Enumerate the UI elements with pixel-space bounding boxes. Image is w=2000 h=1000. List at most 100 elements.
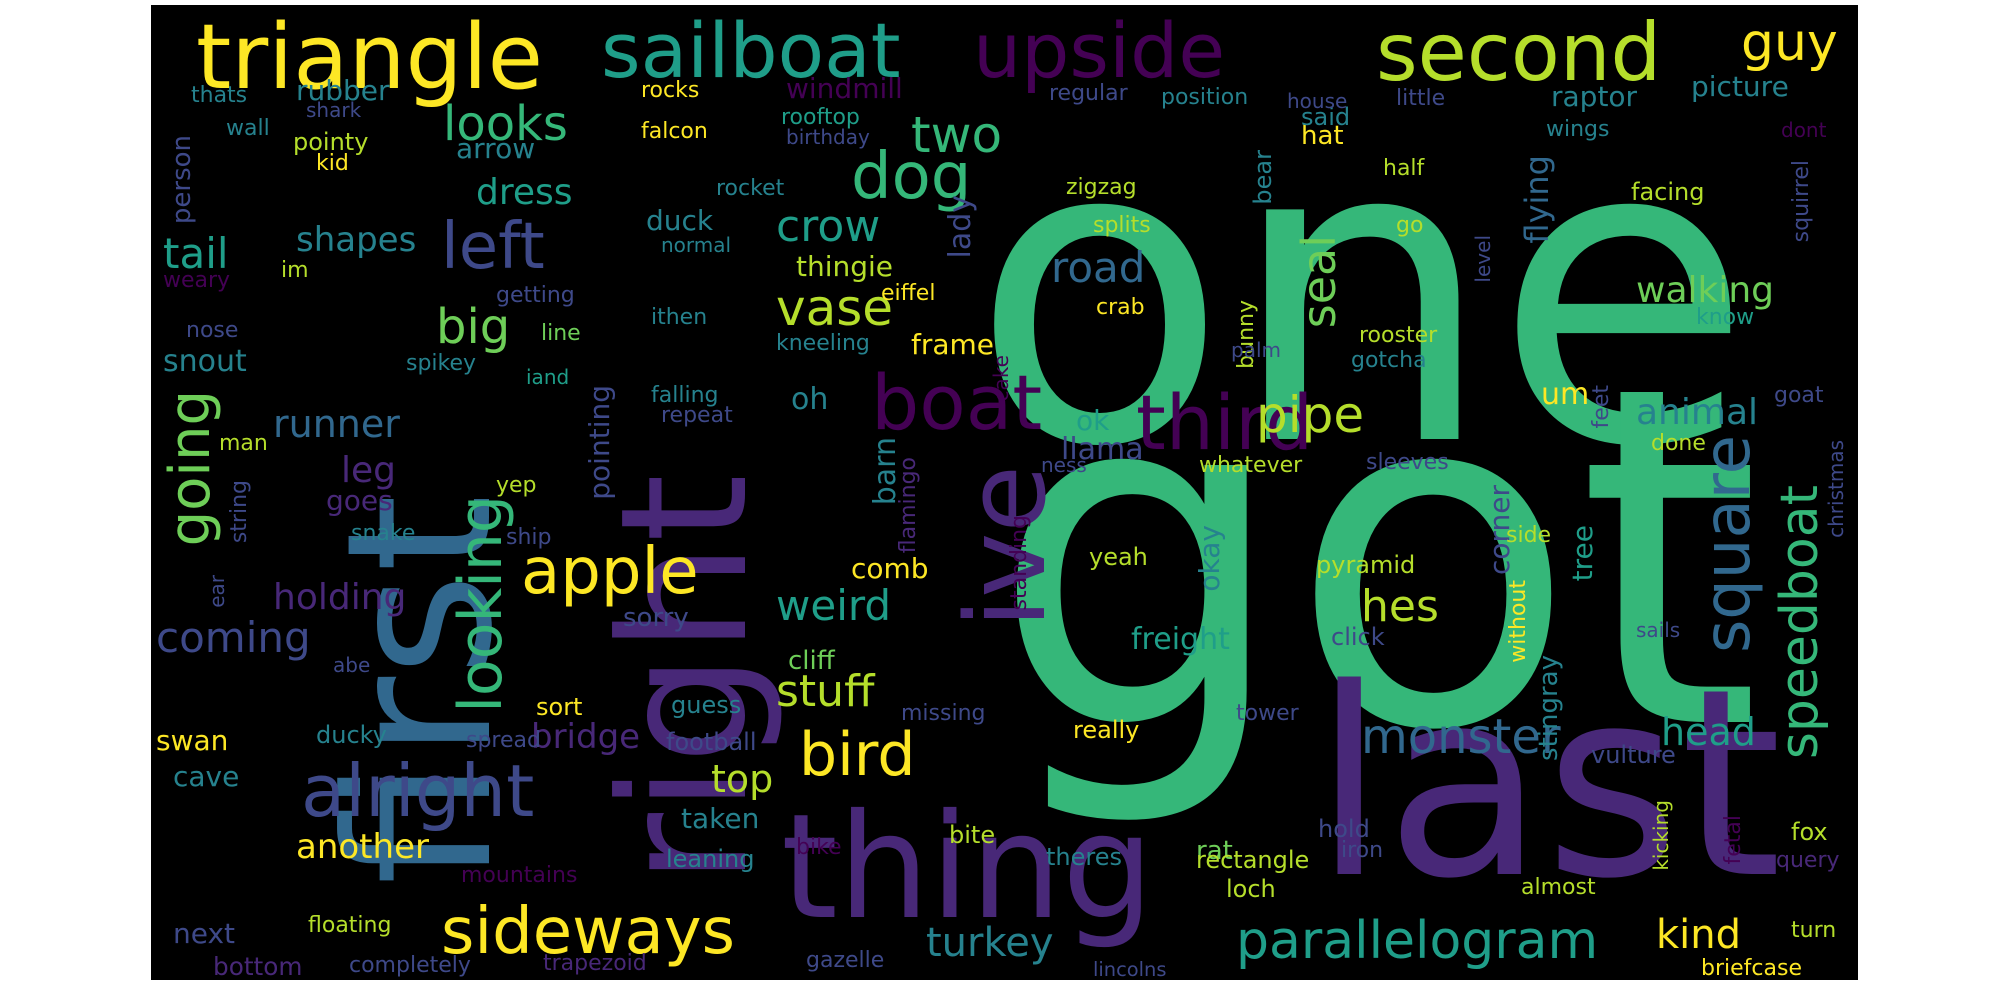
word: level [1471, 235, 1495, 283]
word: oh [791, 382, 829, 417]
word: um [1541, 377, 1590, 412]
word: dont [1781, 118, 1827, 142]
word: frame [911, 328, 995, 361]
word: shapes [296, 220, 417, 260]
word: left [441, 210, 545, 284]
word: parallelogram [1236, 911, 1599, 971]
word: speedboat [1770, 485, 1830, 760]
word: abe [333, 653, 371, 677]
word: freight [1131, 622, 1230, 657]
word: line [541, 321, 581, 346]
word: crow [776, 201, 881, 252]
word: spread [466, 728, 541, 753]
word: ship [506, 525, 552, 550]
word: sort [536, 693, 583, 721]
word: snout [163, 344, 247, 379]
word: eiffel [881, 281, 936, 306]
word: ear [205, 575, 229, 608]
word: normal [661, 233, 732, 257]
word: football [666, 728, 757, 756]
word: another [296, 827, 429, 867]
word: ducky [316, 721, 387, 749]
word: birthday [786, 125, 870, 149]
word: ithen [651, 305, 708, 330]
word: string [227, 480, 252, 544]
word: third [1136, 378, 1314, 467]
word: squirrel [1789, 160, 1814, 243]
word: tail [163, 229, 229, 278]
word: briefcase [1701, 956, 1802, 980]
word: hes [1361, 581, 1439, 632]
word: really [1073, 716, 1140, 744]
word: said [1301, 103, 1351, 131]
word: vase [776, 279, 894, 337]
word: bike [796, 835, 842, 860]
word: goes [326, 484, 393, 517]
word: rocket [716, 176, 785, 201]
word: feet [1589, 385, 1614, 429]
word: vulture [1591, 741, 1676, 769]
word: raptor [1551, 80, 1638, 113]
word: turn [1791, 918, 1837, 943]
word: looks [443, 96, 568, 152]
word: wall [226, 116, 270, 141]
word: go [1396, 213, 1424, 238]
word: without [1506, 580, 1531, 663]
word: thingie [796, 250, 894, 283]
word: thats [191, 83, 248, 108]
word: trapezoid [543, 951, 647, 976]
word: rectangle [1196, 846, 1310, 874]
word: shark [306, 98, 362, 122]
word: boat [871, 358, 1043, 447]
word: pointy [293, 128, 369, 156]
word: pipe [1256, 386, 1365, 444]
word: sleeves [1366, 450, 1449, 475]
word: nose [186, 318, 239, 343]
word: dress [476, 172, 573, 213]
word: hat [1301, 121, 1344, 151]
word: coming [156, 613, 311, 662]
word: floating [308, 913, 392, 938]
word: facing [1631, 178, 1705, 206]
word: yeah [1089, 543, 1148, 571]
word: swan [156, 724, 229, 757]
word: position [1161, 85, 1249, 110]
word: iron [1341, 838, 1384, 863]
word: im [281, 258, 309, 283]
word: thing [781, 783, 1154, 952]
word: weary [163, 268, 231, 293]
word: bridge [531, 717, 641, 757]
word: rubber [296, 74, 390, 107]
word: pointing [583, 385, 616, 500]
word: query [1776, 848, 1840, 873]
word: loch [1226, 875, 1276, 903]
word: kind [1656, 912, 1742, 958]
word: cake [989, 355, 1013, 402]
word: kid [316, 151, 349, 176]
word: regular [1049, 81, 1128, 106]
word: theres [1046, 843, 1122, 871]
word: top [711, 757, 774, 801]
word: tree [1566, 525, 1599, 582]
word: know [1696, 305, 1755, 330]
word: road [1051, 243, 1146, 292]
word: house [1287, 89, 1348, 113]
word: stuff [776, 666, 875, 717]
word: big [436, 299, 511, 355]
word: bottom [213, 952, 303, 980]
word: gazelle [806, 948, 885, 973]
word: stingray [1534, 655, 1564, 761]
word: gotcha [1351, 348, 1427, 373]
word: flamingo [896, 457, 921, 554]
word: next [173, 917, 236, 950]
word: animal [1636, 392, 1759, 433]
word: two [911, 106, 1003, 164]
word: sails [1636, 618, 1681, 642]
word: triangle [196, 5, 543, 110]
word: holding [273, 577, 407, 618]
word: crab [1096, 295, 1145, 320]
word: picture [1691, 70, 1789, 103]
word: dog [851, 140, 972, 214]
word: lincolns [1093, 958, 1167, 980]
word: falcon [641, 119, 708, 144]
